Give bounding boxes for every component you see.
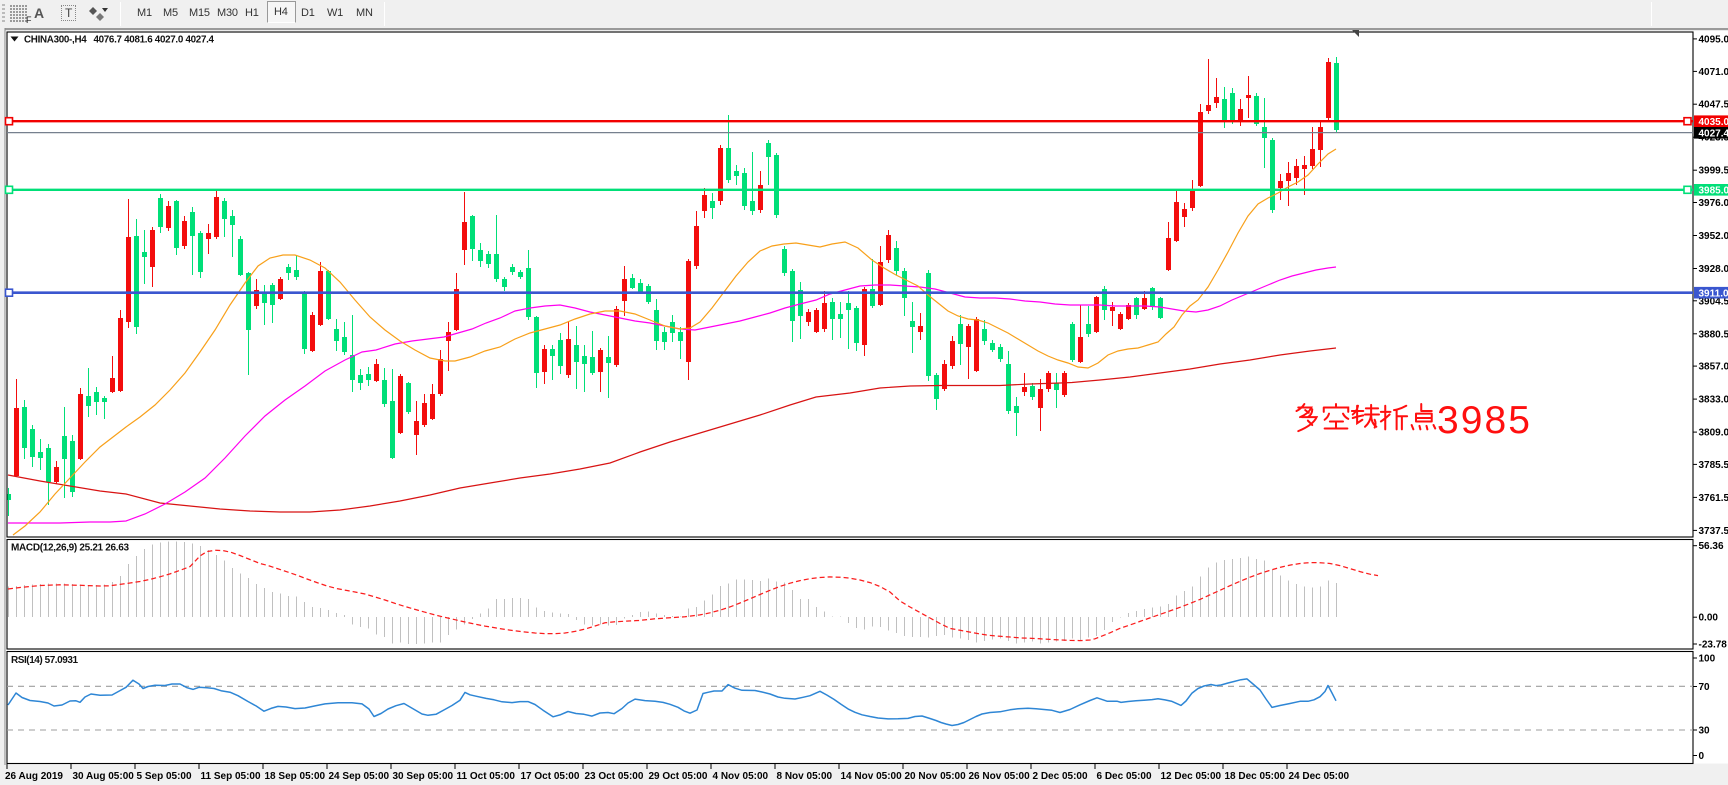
svg-text:-23.78: -23.78	[1699, 640, 1728, 651]
svg-text:3999.5: 3999.5	[1699, 166, 1728, 177]
svg-text:3904.5: 3904.5	[1699, 296, 1728, 307]
svg-text:26 Nov 05:00: 26 Nov 05:00	[969, 771, 1031, 782]
svg-text:11 Oct 05:00: 11 Oct 05:00	[457, 771, 516, 782]
svg-text:F: F	[26, 15, 32, 25]
svg-text:100: 100	[1699, 654, 1716, 665]
svg-text:3880.5: 3880.5	[1699, 329, 1728, 340]
svg-text:RSI(14) 57.0931: RSI(14) 57.0931	[11, 655, 78, 666]
svg-text:8 Nov 05:00: 8 Nov 05:00	[777, 771, 833, 782]
svg-text:26 Aug 2019: 26 Aug 2019	[5, 771, 63, 782]
svg-text:24 Dec 05:00: 24 Dec 05:00	[1289, 771, 1350, 782]
svg-text:56.36: 56.36	[1699, 541, 1724, 552]
svg-text:3985.0: 3985.0	[1699, 186, 1728, 197]
svg-text:3857.0: 3857.0	[1699, 362, 1728, 373]
svg-text:12 Dec 05:00: 12 Dec 05:00	[1161, 771, 1222, 782]
svg-text:3952.0: 3952.0	[1699, 231, 1728, 242]
svg-text:18 Sep 05:00: 18 Sep 05:00	[265, 771, 326, 782]
svg-text:30: 30	[1699, 726, 1711, 737]
svg-text:6 Dec 05:00: 6 Dec 05:00	[1097, 771, 1152, 782]
svg-text:29 Oct 05:00: 29 Oct 05:00	[649, 771, 708, 782]
svg-text:4071.0: 4071.0	[1699, 67, 1728, 78]
svg-text:17 Oct 05:00: 17 Oct 05:00	[521, 771, 580, 782]
svg-text:3809.0: 3809.0	[1699, 428, 1728, 439]
svg-text:CHINA300-,H4 4076.7 4081.6 40: CHINA300-,H4 4076.7 4081.6 4027.0 4027.4	[24, 35, 215, 46]
svg-text:20 Nov 05:00: 20 Nov 05:00	[905, 771, 967, 782]
svg-text:4047.5: 4047.5	[1699, 100, 1728, 111]
svg-text:70: 70	[1699, 682, 1711, 693]
svg-text:4095.0: 4095.0	[1699, 34, 1728, 45]
svg-text:30 Aug 05:00: 30 Aug 05:00	[73, 771, 135, 782]
svg-text:3833.0: 3833.0	[1699, 395, 1728, 406]
svg-text:14 Nov 05:00: 14 Nov 05:00	[841, 771, 903, 782]
svg-text:24 Sep 05:00: 24 Sep 05:00	[329, 771, 390, 782]
svg-text:5 Sep 05:00: 5 Sep 05:00	[137, 771, 192, 782]
svg-text:4027.4: 4027.4	[1699, 129, 1728, 140]
svg-text:11 Sep 05:00: 11 Sep 05:00	[201, 771, 261, 782]
svg-text:MACD(12,26,9) 25.21 26.63: MACD(12,26,9) 25.21 26.63	[11, 543, 129, 554]
svg-text:18 Dec 05:00: 18 Dec 05:00	[1225, 771, 1286, 782]
svg-text:3785.5: 3785.5	[1699, 460, 1728, 471]
svg-text:30 Sep 05:00: 30 Sep 05:00	[393, 771, 454, 782]
svg-text:4035.0: 4035.0	[1699, 117, 1728, 128]
svg-text:3911.0: 3911.0	[1699, 289, 1728, 300]
svg-text:23 Oct 05:00: 23 Oct 05:00	[585, 771, 644, 782]
svg-text:0.00: 0.00	[1699, 613, 1719, 624]
svg-text:3928.0: 3928.0	[1699, 264, 1728, 275]
svg-text:0: 0	[1699, 751, 1705, 762]
svg-text:3737.5: 3737.5	[1699, 526, 1728, 537]
svg-text:3761.5: 3761.5	[1699, 493, 1728, 504]
svg-text:4 Nov 05:00: 4 Nov 05:00	[713, 771, 769, 782]
svg-text:3976.0: 3976.0	[1699, 198, 1728, 209]
svg-text:2 Dec 05:00: 2 Dec 05:00	[1033, 771, 1088, 782]
